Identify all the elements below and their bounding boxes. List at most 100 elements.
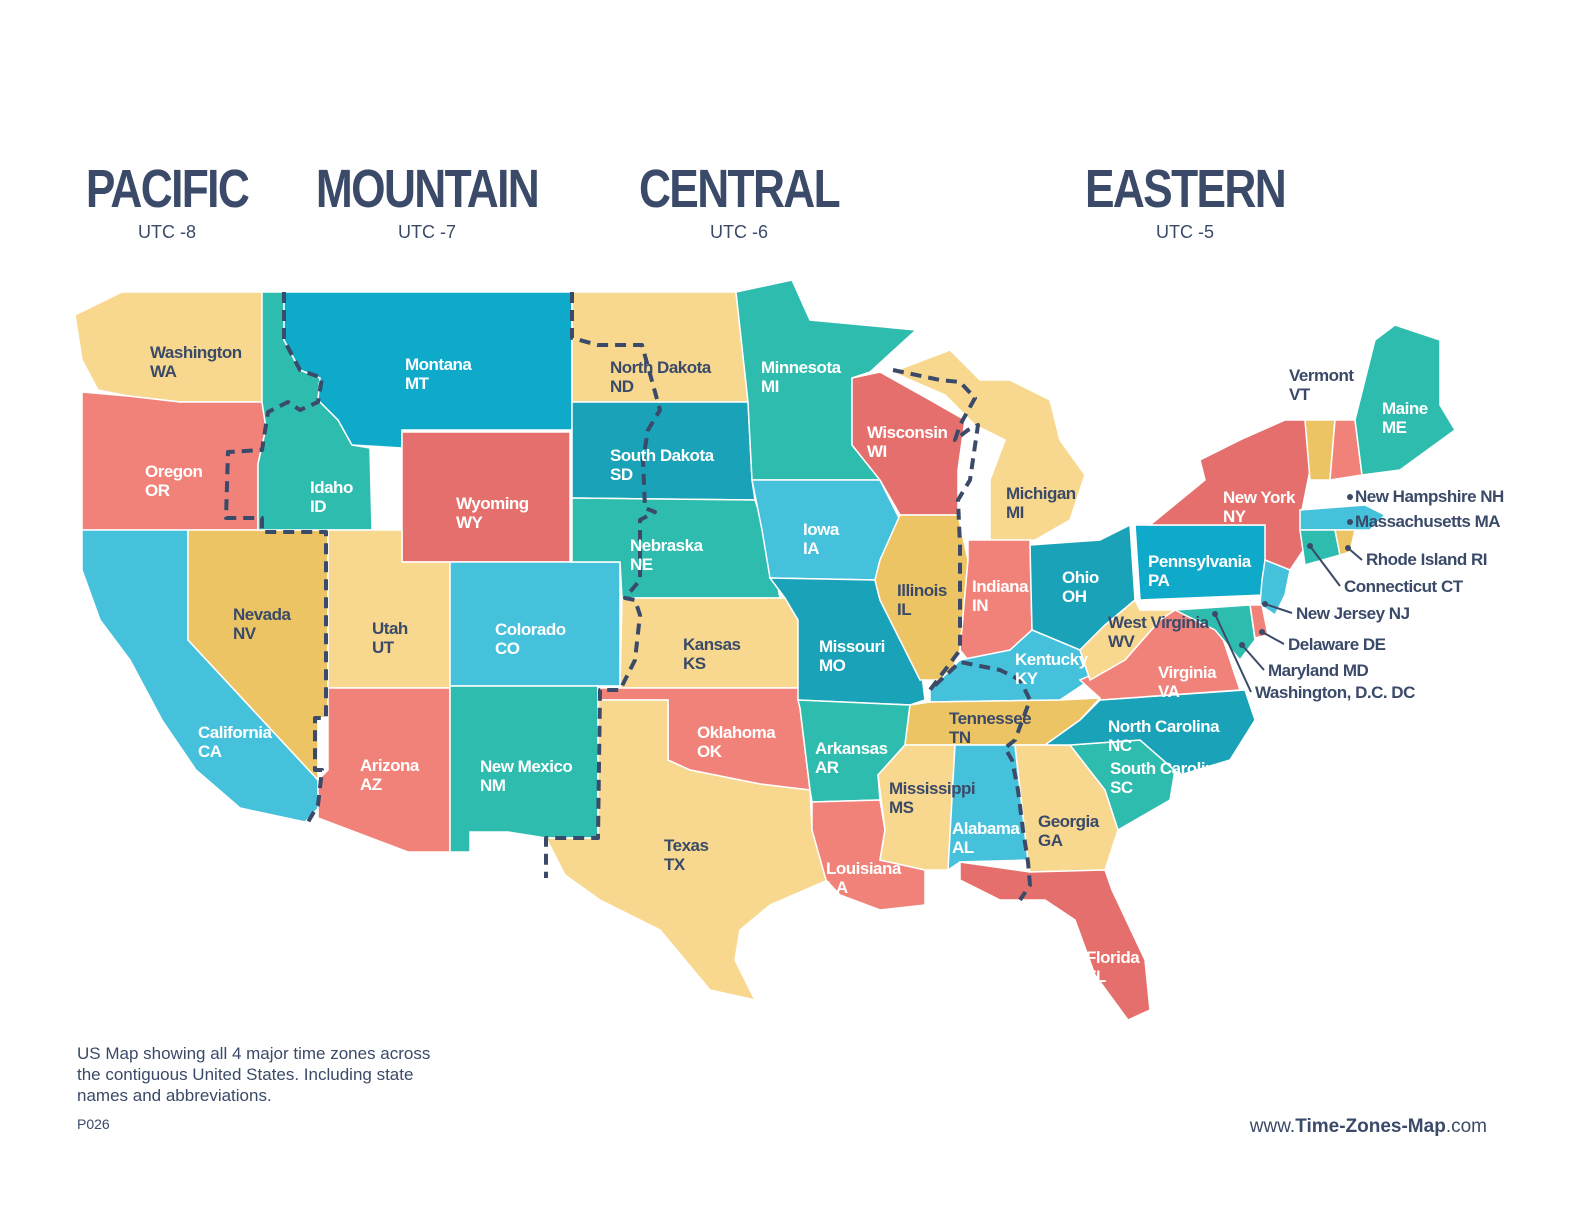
state-name: Missouri: [819, 637, 885, 656]
state-label-mi: Minnesota MI: [761, 358, 842, 396]
leader-dot: [1347, 494, 1353, 500]
state-label-ia: Iowa IA: [803, 520, 840, 558]
state-label-az: Arizona AZ: [360, 756, 420, 794]
state-label-ok: Oklahoma OK: [697, 723, 776, 761]
state-abbr: IL: [897, 600, 911, 619]
state-abbr: MI: [1006, 503, 1024, 522]
state-label-ga: Georgia GA: [1038, 812, 1100, 850]
site-suffix: .com: [1445, 1116, 1487, 1137]
state-label-nd: North Dakota ND: [610, 358, 712, 396]
leader-dot: [1262, 601, 1268, 607]
state-name: New Hampshire NH: [1355, 487, 1504, 506]
state-name: Washington: [150, 343, 242, 362]
state-label-ny: New York NY: [1223, 488, 1296, 526]
central-eastern-border: [892, 368, 1032, 902]
state-abbr: SD: [610, 465, 633, 484]
state-abbr: ME: [1382, 418, 1407, 437]
state-abbr: GA: [1038, 831, 1063, 850]
state-shape-alabama: [947, 744, 1029, 872]
state-abbr: SC: [1110, 778, 1133, 797]
state-name: Texas: [664, 836, 708, 855]
state-label-oh: Ohio OH: [1062, 568, 1099, 606]
state-label-wi: Wisconsin WI: [867, 423, 947, 461]
state-name: West Virginia: [1108, 613, 1210, 632]
map-caption: US Map showing all 4 major time zones ac…: [77, 1044, 431, 1105]
state-name: Oregon: [145, 462, 203, 481]
state-shape-texas: [544, 699, 829, 1002]
state-label-sc: South Carolina SC: [1110, 759, 1225, 797]
state-label-nc: North Carolina NC: [1108, 717, 1220, 755]
leader-line: [1309, 545, 1341, 587]
state-abbr: TN: [949, 728, 971, 747]
state-label-ri: Rhode Island RI: [1366, 550, 1487, 569]
state-name: North Carolina: [1108, 717, 1220, 736]
state-name: Arkansas: [815, 739, 888, 758]
state-abbr: AR: [815, 758, 839, 777]
state-name: Oklahoma: [697, 723, 776, 742]
state-name: Mississippi: [889, 779, 975, 798]
state-label-mo: Missouri MO: [819, 637, 885, 675]
state-abbr: OH: [1062, 587, 1087, 606]
mountain-central-border: [544, 292, 662, 878]
state-label-ky: Kentucky KY: [1015, 650, 1089, 688]
state-label-ma: Massachusetts MA: [1355, 512, 1500, 531]
zone-utc: UTC -8: [138, 222, 196, 242]
leader-line: [1261, 631, 1285, 645]
leader-dot: [1212, 611, 1218, 617]
state-name: Maryland MD: [1268, 661, 1369, 680]
state-name: Nebraska: [630, 536, 704, 555]
state-abbr: MO: [819, 656, 846, 675]
state-name: Massachusetts MA: [1355, 512, 1500, 531]
state-name: Vermont: [1289, 366, 1354, 385]
state-abbr: WI: [867, 442, 887, 461]
zone-utc: UTC -6: [709, 222, 768, 242]
state-name: Louisiana: [826, 859, 902, 878]
state-label-dc: Washington, D.C. DC: [1255, 683, 1415, 702]
state-label-me: Maine ME: [1382, 399, 1428, 437]
state-abbr: MS: [889, 798, 914, 817]
state-shape-michigan: [890, 349, 1086, 543]
state-label-pa: Pennsylvania PA: [1148, 552, 1252, 590]
state-shape-illinois: [874, 514, 969, 681]
state-abbr: FL: [1086, 967, 1106, 986]
state-name: Nevada: [233, 605, 292, 624]
state-abbr: NE: [630, 555, 653, 574]
state-name: Montana: [405, 355, 472, 374]
state-shape-wisconsin: [851, 371, 966, 516]
leader-dot: [1307, 543, 1313, 549]
leader-line: [1241, 644, 1265, 671]
site-name: Time-Zones-Map: [1295, 1116, 1446, 1137]
zone-header-pacific: PACIFIC UTC -8: [68, 162, 266, 243]
state-name: Ohio: [1062, 568, 1099, 587]
state-name: South Dakota: [610, 446, 715, 465]
state-abbr: NC: [1108, 736, 1132, 755]
state-name: Washington, D.C. DC: [1255, 683, 1415, 702]
state-shape-new-jersey: [1259, 558, 1291, 617]
state-label-ut: Utah UT: [372, 619, 408, 657]
state-label-va: Virginia VA: [1158, 663, 1217, 701]
state-label-mi: Michigan MI: [1006, 484, 1076, 522]
leader-line: [1264, 603, 1293, 614]
state-name: Pennsylvania: [1148, 552, 1252, 571]
state-label-ms: Mississippi MS: [889, 779, 975, 817]
state-label-tn: Tennessee TN: [949, 709, 1031, 747]
state-name: Indiana: [972, 577, 1029, 596]
state-abbr: PA: [1148, 571, 1170, 590]
state-label-de: Delaware DE: [1288, 635, 1386, 654]
zone-name: EASTERN: [1084, 159, 1287, 219]
state-abbr: AZ: [360, 775, 382, 794]
leader-dot: [1259, 629, 1265, 635]
state-abbr: OR: [145, 481, 170, 500]
state-abbr: WV: [1108, 632, 1136, 651]
state-name: Wisconsin: [867, 423, 947, 442]
site-prefix: www.: [1249, 1116, 1296, 1137]
website-link[interactable]: www.Time-Zones-Map.com: [1250, 1116, 1487, 1138]
state-abbr: KY: [1015, 669, 1039, 688]
product-code: P026: [77, 1116, 110, 1132]
state-label-md: Maryland MD: [1268, 661, 1369, 680]
state-label-fl: Florida FL: [1086, 948, 1140, 986]
state-label-il: Illinois IL: [897, 581, 947, 619]
state-name: Florida: [1086, 948, 1140, 967]
state-label-wv: West Virginia WV: [1108, 613, 1210, 651]
state-name: Idaho: [310, 478, 353, 497]
